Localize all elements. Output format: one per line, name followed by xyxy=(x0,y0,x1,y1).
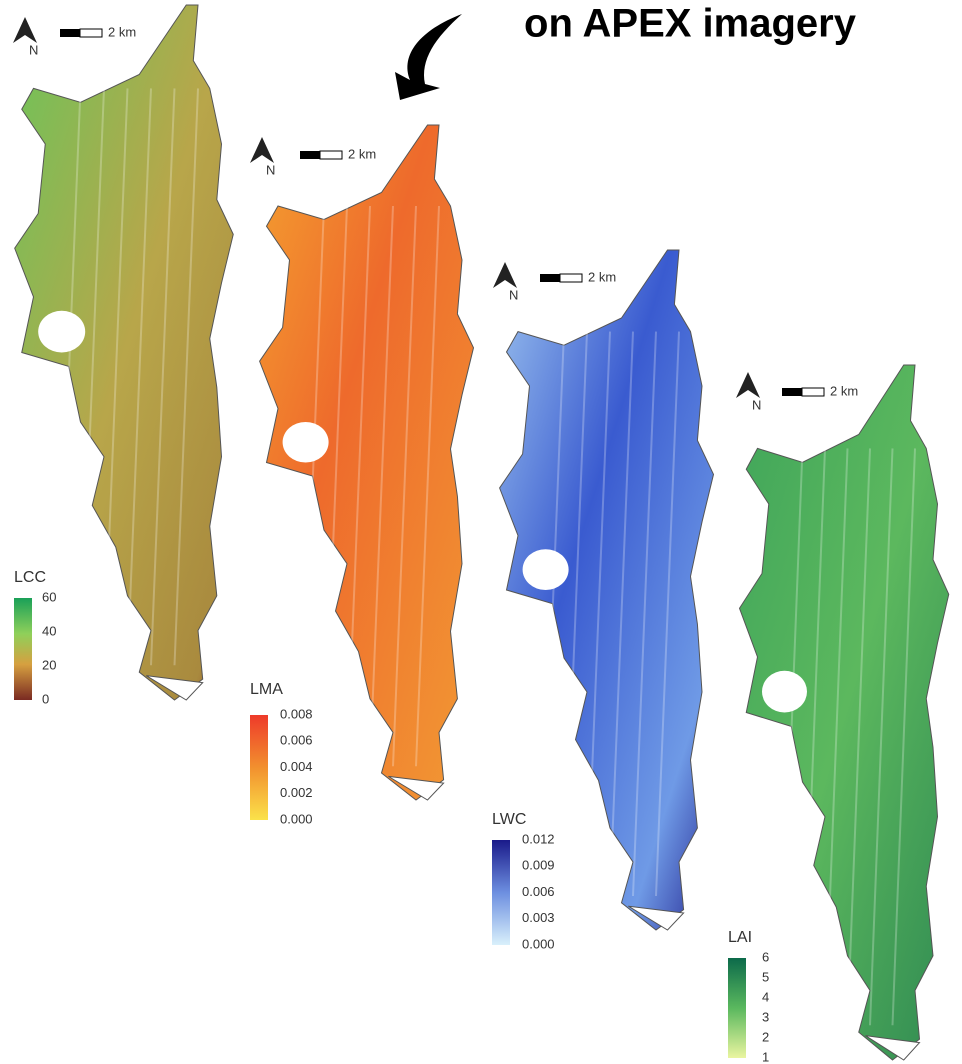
colorbar xyxy=(250,715,268,820)
legend-tick: 5 xyxy=(762,969,769,984)
legend-tick: 0 xyxy=(42,691,49,706)
urban-gap xyxy=(523,549,569,590)
legend-tick: 0.012 xyxy=(522,831,555,846)
urban-gap xyxy=(38,311,85,353)
legend-tick: 1 xyxy=(762,1049,769,1064)
map-area xyxy=(740,365,949,1060)
scale-bar-dark xyxy=(60,29,80,37)
north-arrow xyxy=(493,262,517,288)
colorbar xyxy=(14,598,32,700)
colorbar xyxy=(492,840,510,945)
legend-tick: 4 xyxy=(762,989,769,1004)
north-arrow xyxy=(736,372,760,398)
north-label: N xyxy=(509,287,518,302)
legend-tick: 0.006 xyxy=(522,884,555,899)
scale-label: 2 km xyxy=(108,24,136,39)
legend-tick: 2 xyxy=(762,1029,769,1044)
legend-tick: 3 xyxy=(762,1009,769,1024)
scale-label: 2 km xyxy=(830,383,858,398)
legend-title: LWC xyxy=(492,811,526,828)
legend-tick: 0.008 xyxy=(280,706,313,721)
legend-tick: 6 xyxy=(762,949,769,964)
scale-bar-light xyxy=(802,388,824,396)
scale-bar-dark xyxy=(782,388,802,396)
legend-title: LCC xyxy=(14,569,46,586)
map-area xyxy=(500,250,714,930)
legend-title: LAI xyxy=(728,929,752,946)
urban-gap xyxy=(283,422,329,463)
legend-tick: 0.004 xyxy=(280,759,313,774)
scale-label: 2 km xyxy=(588,269,616,284)
north-label: N xyxy=(29,42,38,57)
urban-gap xyxy=(762,671,807,713)
legend-tick: 0.000 xyxy=(280,811,313,826)
north-label: N xyxy=(266,162,275,177)
legend-tick: 0.000 xyxy=(522,936,555,951)
arrow xyxy=(395,14,462,100)
legend-tick: 0.003 xyxy=(522,910,555,925)
scale-bar-light xyxy=(560,274,582,282)
scale-bar-dark xyxy=(540,274,560,282)
title: on APEX imagery xyxy=(524,2,857,46)
colorbar xyxy=(728,958,746,1058)
legend-tick: 0.009 xyxy=(522,858,555,873)
scale-label: 2 km xyxy=(348,146,376,161)
scale-bar-light xyxy=(320,151,342,159)
north-arrow xyxy=(250,137,274,163)
legend-tick: 60 xyxy=(42,589,56,604)
figure: on APEX imagery N 2 km LCC 60 40 20 0 N 2 km LMA 0… xyxy=(0,0,962,1064)
legend-tick: 40 xyxy=(42,623,56,638)
scale-bar-light xyxy=(80,29,102,37)
legend-tick: 0.002 xyxy=(280,785,313,800)
legend-tick: 0.006 xyxy=(280,733,313,748)
map-area xyxy=(260,125,474,800)
legend-title: LMA xyxy=(250,681,283,698)
scale-bar-dark xyxy=(300,151,320,159)
north-label: N xyxy=(752,397,761,412)
north-arrow xyxy=(13,17,37,43)
legend-tick: 20 xyxy=(42,657,56,672)
